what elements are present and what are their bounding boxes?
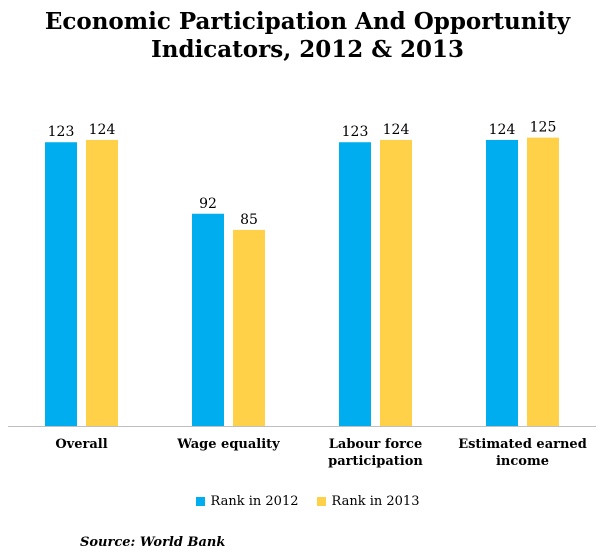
value-labels-group: 123 124 92 85 123 124 124 125 bbox=[48, 120, 557, 228]
category-label-2: Labour force participation bbox=[328, 437, 423, 469]
bar-2013-0 bbox=[86, 139, 118, 426]
bar-2013-1 bbox=[233, 229, 265, 426]
bar-2013-2 bbox=[380, 139, 412, 426]
value-label-2012-1: 92 bbox=[199, 196, 217, 212]
category-labels-group: Overall Wage equality Labour force particip… bbox=[55, 437, 586, 469]
bar-2012-2 bbox=[339, 142, 371, 426]
bar-2012-3 bbox=[486, 139, 518, 426]
chart-title: Economic Participation And Opportunity I… bbox=[44, 8, 571, 63]
legend-label-2012: Rank in 2012 bbox=[210, 494, 299, 509]
value-label-2012-3: 124 bbox=[489, 122, 516, 138]
legend-label-2013: Rank in 2013 bbox=[331, 494, 420, 509]
category-label-0: Overall bbox=[55, 437, 107, 452]
legend-swatch-2012 bbox=[195, 497, 205, 506]
value-label-2012-2: 123 bbox=[342, 124, 369, 140]
bar-2012-1 bbox=[192, 213, 224, 426]
value-label-2013-0: 124 bbox=[89, 122, 116, 138]
legend-item-2012: Rank in 2012 bbox=[195, 494, 299, 509]
legend-item-2013: Rank in 2013 bbox=[316, 494, 420, 509]
category-label-1: Wage equality bbox=[176, 437, 280, 452]
value-label-2013-2: 124 bbox=[383, 122, 410, 138]
source-note: Source: World Bank bbox=[80, 535, 226, 550]
bar-2013-3 bbox=[527, 137, 559, 426]
value-label-2012-0: 123 bbox=[48, 124, 75, 140]
bar-2012-0 bbox=[45, 142, 77, 426]
legend-swatch-2013 bbox=[316, 497, 326, 506]
value-label-2013-1: 85 bbox=[240, 212, 258, 228]
legend: Rank in 2012 Rank in 2013 bbox=[0, 494, 615, 509]
value-label-2013-3: 125 bbox=[530, 120, 557, 136]
category-label-3: Estimated earned income bbox=[458, 437, 587, 469]
bars-group bbox=[45, 137, 559, 426]
